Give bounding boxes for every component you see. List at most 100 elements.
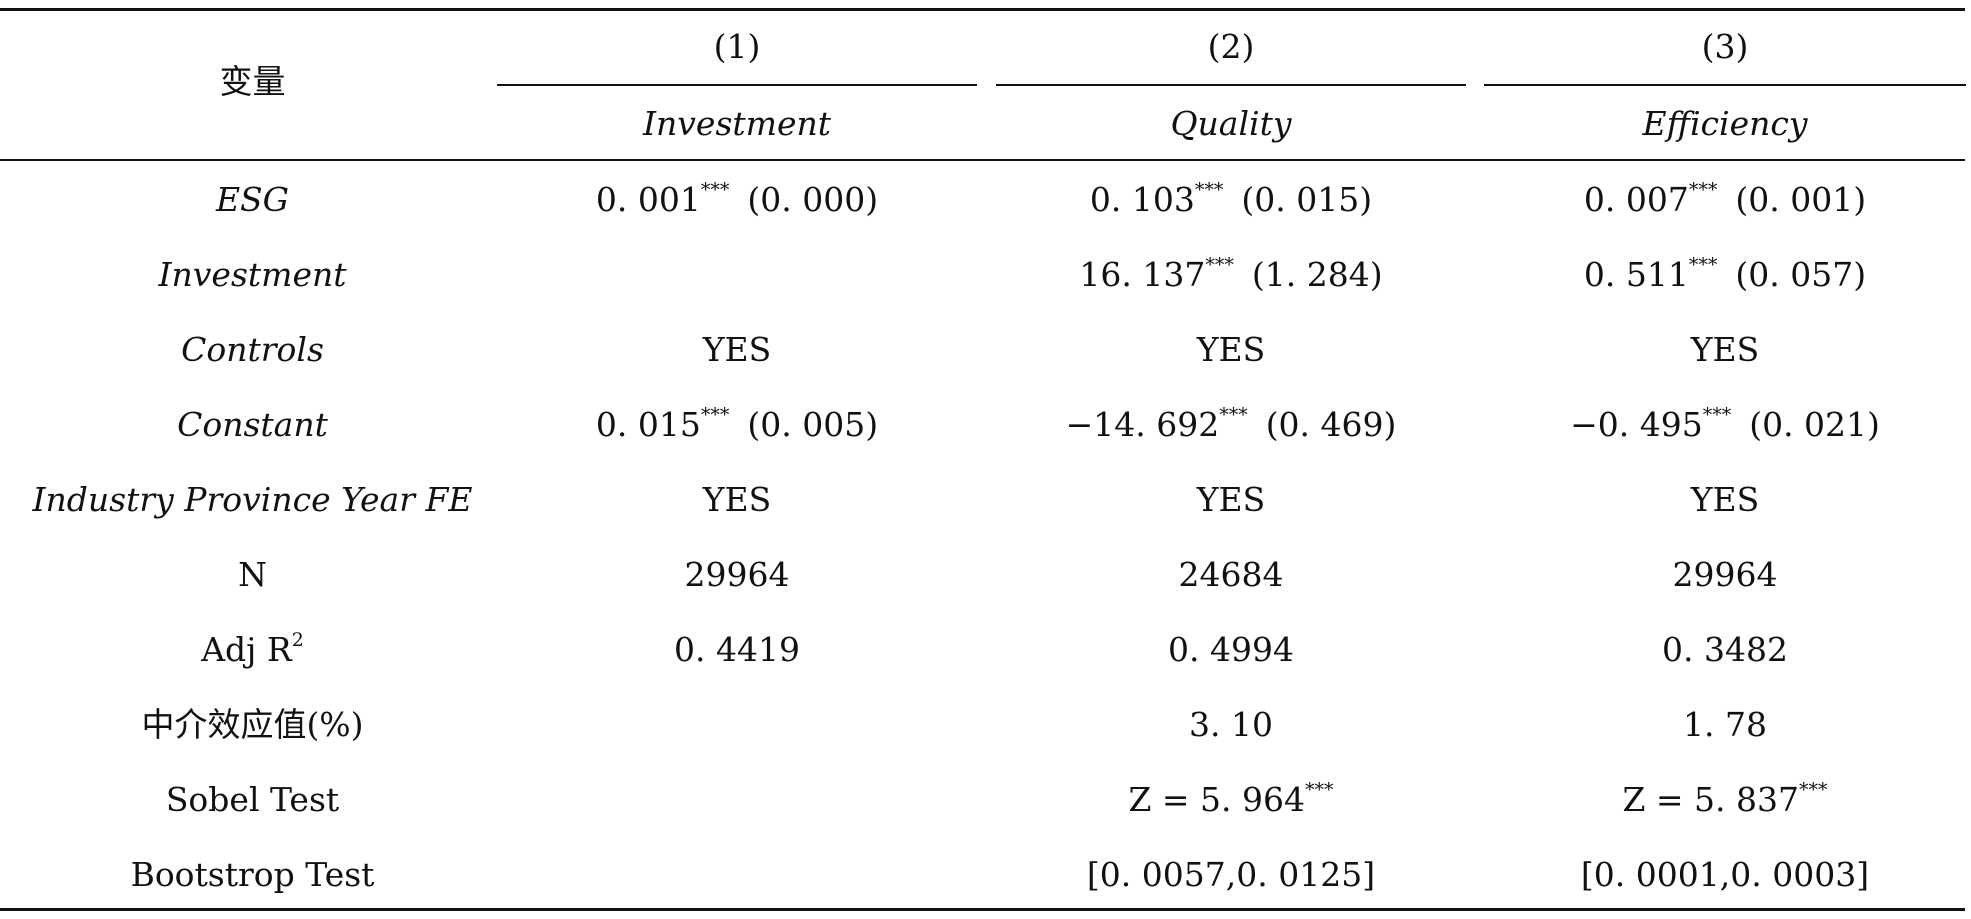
header-col-name-1: Investment xyxy=(643,104,831,143)
table-cell: 1. 78 xyxy=(1484,705,1966,745)
table-cell: 29964 xyxy=(497,555,977,595)
row-label: ESG xyxy=(0,180,505,220)
row-label: Industry Province Year FE xyxy=(0,480,505,520)
row-label: Controls xyxy=(0,330,505,370)
significance-stars: *** xyxy=(1702,404,1732,426)
standard-error: (0. 469) xyxy=(1265,405,1397,444)
cell-value: YES xyxy=(1690,330,1760,369)
table-cell: Z = 5. 837*** xyxy=(1484,780,1966,820)
cell-value: −14. 692 xyxy=(1065,405,1220,444)
significance-stars: *** xyxy=(1194,179,1224,201)
significance-stars: *** xyxy=(700,404,730,426)
header-col-number-3: (3) xyxy=(1701,27,1749,66)
row-label-text: Adj R xyxy=(201,630,292,669)
header-subrule-3 xyxy=(1484,84,1966,86)
cell-value: 29964 xyxy=(1672,555,1778,594)
cell-value: −0. 495 xyxy=(1570,405,1703,444)
header-col-number-1: (1) xyxy=(713,27,761,66)
cell-value: 0. 511 xyxy=(1583,255,1689,294)
row-label: N xyxy=(0,555,505,595)
significance-stars: *** xyxy=(1688,254,1718,276)
cell-value: YES xyxy=(702,480,772,519)
table-cell: YES xyxy=(996,480,1466,520)
cell-value: 1. 78 xyxy=(1683,705,1767,744)
cell-value: 0. 015 xyxy=(595,405,701,444)
table-cell: 0. 001*** (0. 000) xyxy=(497,180,977,220)
row-label: 中介效应值(%) xyxy=(0,705,505,745)
cell-value: 0. 103 xyxy=(1089,180,1195,219)
standard-error: (0. 001) xyxy=(1735,180,1867,219)
significance-stars: *** xyxy=(1305,779,1334,801)
row-label: Sobel Test xyxy=(0,780,505,820)
row-label-text: Industry Province Year FE xyxy=(32,480,473,519)
header-variable-label: 变量 xyxy=(219,62,286,101)
table-cell: −14. 692*** (0. 469) xyxy=(996,405,1466,445)
cell-value: 16. 137 xyxy=(1079,255,1206,294)
cell-value: Z = 5. 837 xyxy=(1622,780,1800,819)
header-col-name-2: Quality xyxy=(1170,104,1292,143)
bottom-rule xyxy=(0,908,1965,911)
table-cell: YES xyxy=(1484,480,1966,520)
cell-value: YES xyxy=(1196,330,1266,369)
row-label-text: N xyxy=(238,555,267,594)
significance-stars: *** xyxy=(1205,254,1234,276)
cell-value: YES xyxy=(1690,480,1760,519)
cell-value: 0. 007 xyxy=(1583,180,1689,219)
table-cell: YES xyxy=(497,330,977,370)
significance-stars: *** xyxy=(1219,404,1248,426)
cell-value: 0. 3482 xyxy=(1662,630,1788,669)
row-label: Constant xyxy=(0,405,505,445)
significance-stars: *** xyxy=(1688,179,1718,201)
cell-value: [0. 0001,0. 0003] xyxy=(1580,855,1870,894)
row-label-text: Bootstrop Test xyxy=(130,855,375,894)
cell-value: YES xyxy=(1196,480,1266,519)
table-cell: 0. 4994 xyxy=(996,630,1466,670)
table-cell: 0. 3482 xyxy=(1484,630,1966,670)
table-cell: YES xyxy=(497,480,977,520)
header-col-name-3: Efficiency xyxy=(1642,104,1808,143)
table-cell: 29964 xyxy=(1484,555,1966,595)
cell-value: 0. 4419 xyxy=(674,630,800,669)
standard-error: (0. 057) xyxy=(1735,255,1867,294)
significance-stars: *** xyxy=(1799,779,1828,801)
cell-value: 0. 001 xyxy=(595,180,701,219)
table-cell: −0. 495*** (0. 021) xyxy=(1484,405,1966,445)
cell-value: 24684 xyxy=(1178,555,1284,594)
cell-value: Z = 5. 964 xyxy=(1128,780,1306,819)
row-label-text: 中介效应值(%) xyxy=(141,705,364,744)
cell-value: 0. 4994 xyxy=(1168,630,1294,669)
standard-error: (0. 015) xyxy=(1241,180,1373,219)
header-subrule-1 xyxy=(497,84,977,86)
row-label: Investment xyxy=(0,255,505,295)
header-subrule-2 xyxy=(996,84,1466,86)
table-cell: [0. 0001,0. 0003] xyxy=(1484,855,1966,895)
table-cell: Z = 5. 964*** xyxy=(996,780,1466,820)
top-rule xyxy=(0,8,1965,11)
table-cell: 24684 xyxy=(996,555,1466,595)
standard-error: (1. 284) xyxy=(1251,255,1383,294)
table-cell: YES xyxy=(996,330,1466,370)
cell-value: YES xyxy=(702,330,772,369)
table-cell: 0. 103*** (0. 015) xyxy=(996,180,1466,220)
row-label-text: Controls xyxy=(181,330,324,369)
cell-value: [0. 0057,0. 0125] xyxy=(1086,855,1376,894)
table-cell: 0. 015*** (0. 005) xyxy=(497,405,977,445)
header-bottom-rule xyxy=(0,159,1965,161)
table-cell: YES xyxy=(1484,330,1966,370)
row-label-text: ESG xyxy=(215,180,290,219)
table-cell: 0. 4419 xyxy=(497,630,977,670)
table-cell: [0. 0057,0. 0125] xyxy=(996,855,1466,895)
row-label: Adj R2 xyxy=(0,630,505,670)
header-col-number-2: (2) xyxy=(1207,27,1255,66)
table-cell: 16. 137*** (1. 284) xyxy=(996,255,1466,295)
table-cell: 0. 511*** (0. 057) xyxy=(1484,255,1966,295)
table-cell: 0. 007*** (0. 001) xyxy=(1484,180,1966,220)
row-label-text: Sobel Test xyxy=(165,780,340,819)
cell-value: 3. 10 xyxy=(1189,705,1273,744)
cell-value: 29964 xyxy=(684,555,790,594)
standard-error: (0. 021) xyxy=(1749,405,1880,444)
row-label-text: Constant xyxy=(177,405,328,444)
standard-error: (0. 005) xyxy=(747,405,879,444)
standard-error: (0. 000) xyxy=(747,180,879,219)
